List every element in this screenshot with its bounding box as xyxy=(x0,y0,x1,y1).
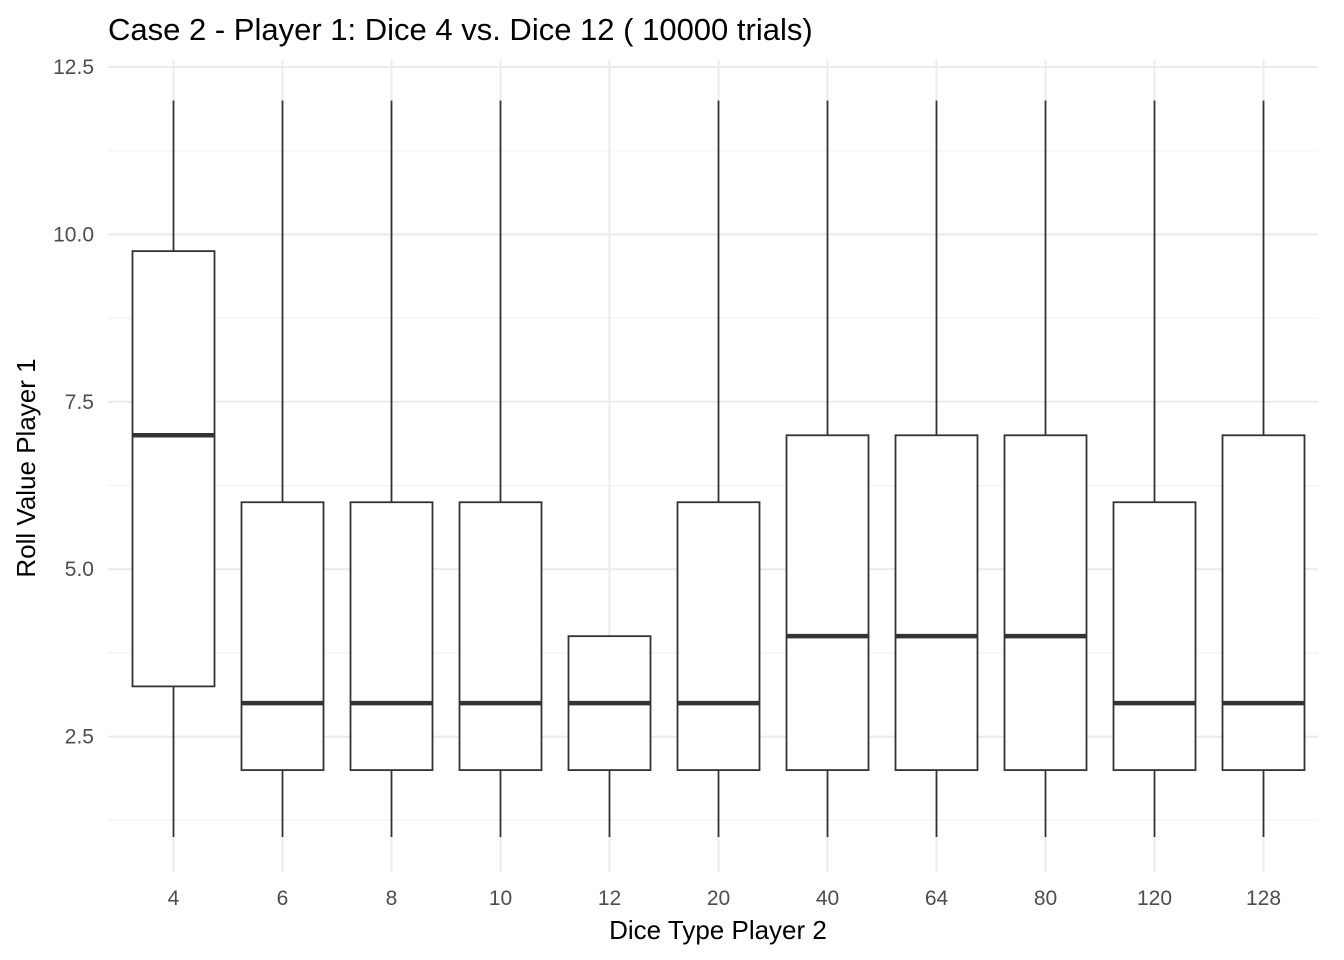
box-group xyxy=(894,100,979,838)
y-axis-ticks: 2.5 5.0 7.5 10.0 12.5 xyxy=(53,56,94,749)
x-tick-label: 8 xyxy=(386,887,398,910)
y-tick-label: 5.0 xyxy=(65,558,94,581)
box-group xyxy=(458,100,543,838)
x-tick-label: 64 xyxy=(925,887,949,910)
chart-title: Case 2 - Player 1: Dice 4 vs. Dice 12 ( … xyxy=(108,12,813,47)
box-group xyxy=(567,635,652,838)
box-group xyxy=(131,100,216,838)
iqr-box xyxy=(1221,434,1306,771)
x-tick-label: 80 xyxy=(1034,887,1057,910)
iqr-box xyxy=(131,250,216,688)
box-group xyxy=(240,100,325,838)
x-tick-label: 6 xyxy=(277,887,289,910)
box-group xyxy=(1003,100,1088,838)
iqr-box xyxy=(240,501,325,771)
x-tick-label: 12 xyxy=(598,887,621,910)
y-tick-label: 10.0 xyxy=(53,223,94,246)
box-group xyxy=(349,100,434,838)
box-layer xyxy=(131,100,1306,838)
box-group xyxy=(785,100,870,838)
y-tick-label: 2.5 xyxy=(65,726,94,749)
x-tick-label: 128 xyxy=(1246,887,1281,910)
x-axis-title: Dice Type Player 2 xyxy=(609,915,827,945)
iqr-box xyxy=(894,434,979,771)
box-group xyxy=(1221,100,1306,838)
iqr-box xyxy=(785,434,870,771)
x-tick-label: 20 xyxy=(707,887,730,910)
box-group xyxy=(1112,100,1197,838)
x-axis-ticks: 4 6 8 10 12 20 40 64 80 120 128 xyxy=(168,887,1281,910)
y-axis-title: Roll Value Player 1 xyxy=(11,358,41,577)
iqr-box xyxy=(1112,501,1197,771)
x-tick-label: 4 xyxy=(168,887,180,910)
box-group xyxy=(676,100,761,838)
iqr-box xyxy=(676,501,761,771)
y-tick-label: 12.5 xyxy=(53,56,94,79)
x-tick-label: 10 xyxy=(489,887,512,910)
iqr-box xyxy=(349,501,434,771)
x-tick-label: 40 xyxy=(816,887,839,910)
y-tick-label: 7.5 xyxy=(65,391,94,414)
x-tick-label: 120 xyxy=(1137,887,1172,910)
iqr-box xyxy=(458,501,543,771)
iqr-box xyxy=(1003,434,1088,771)
